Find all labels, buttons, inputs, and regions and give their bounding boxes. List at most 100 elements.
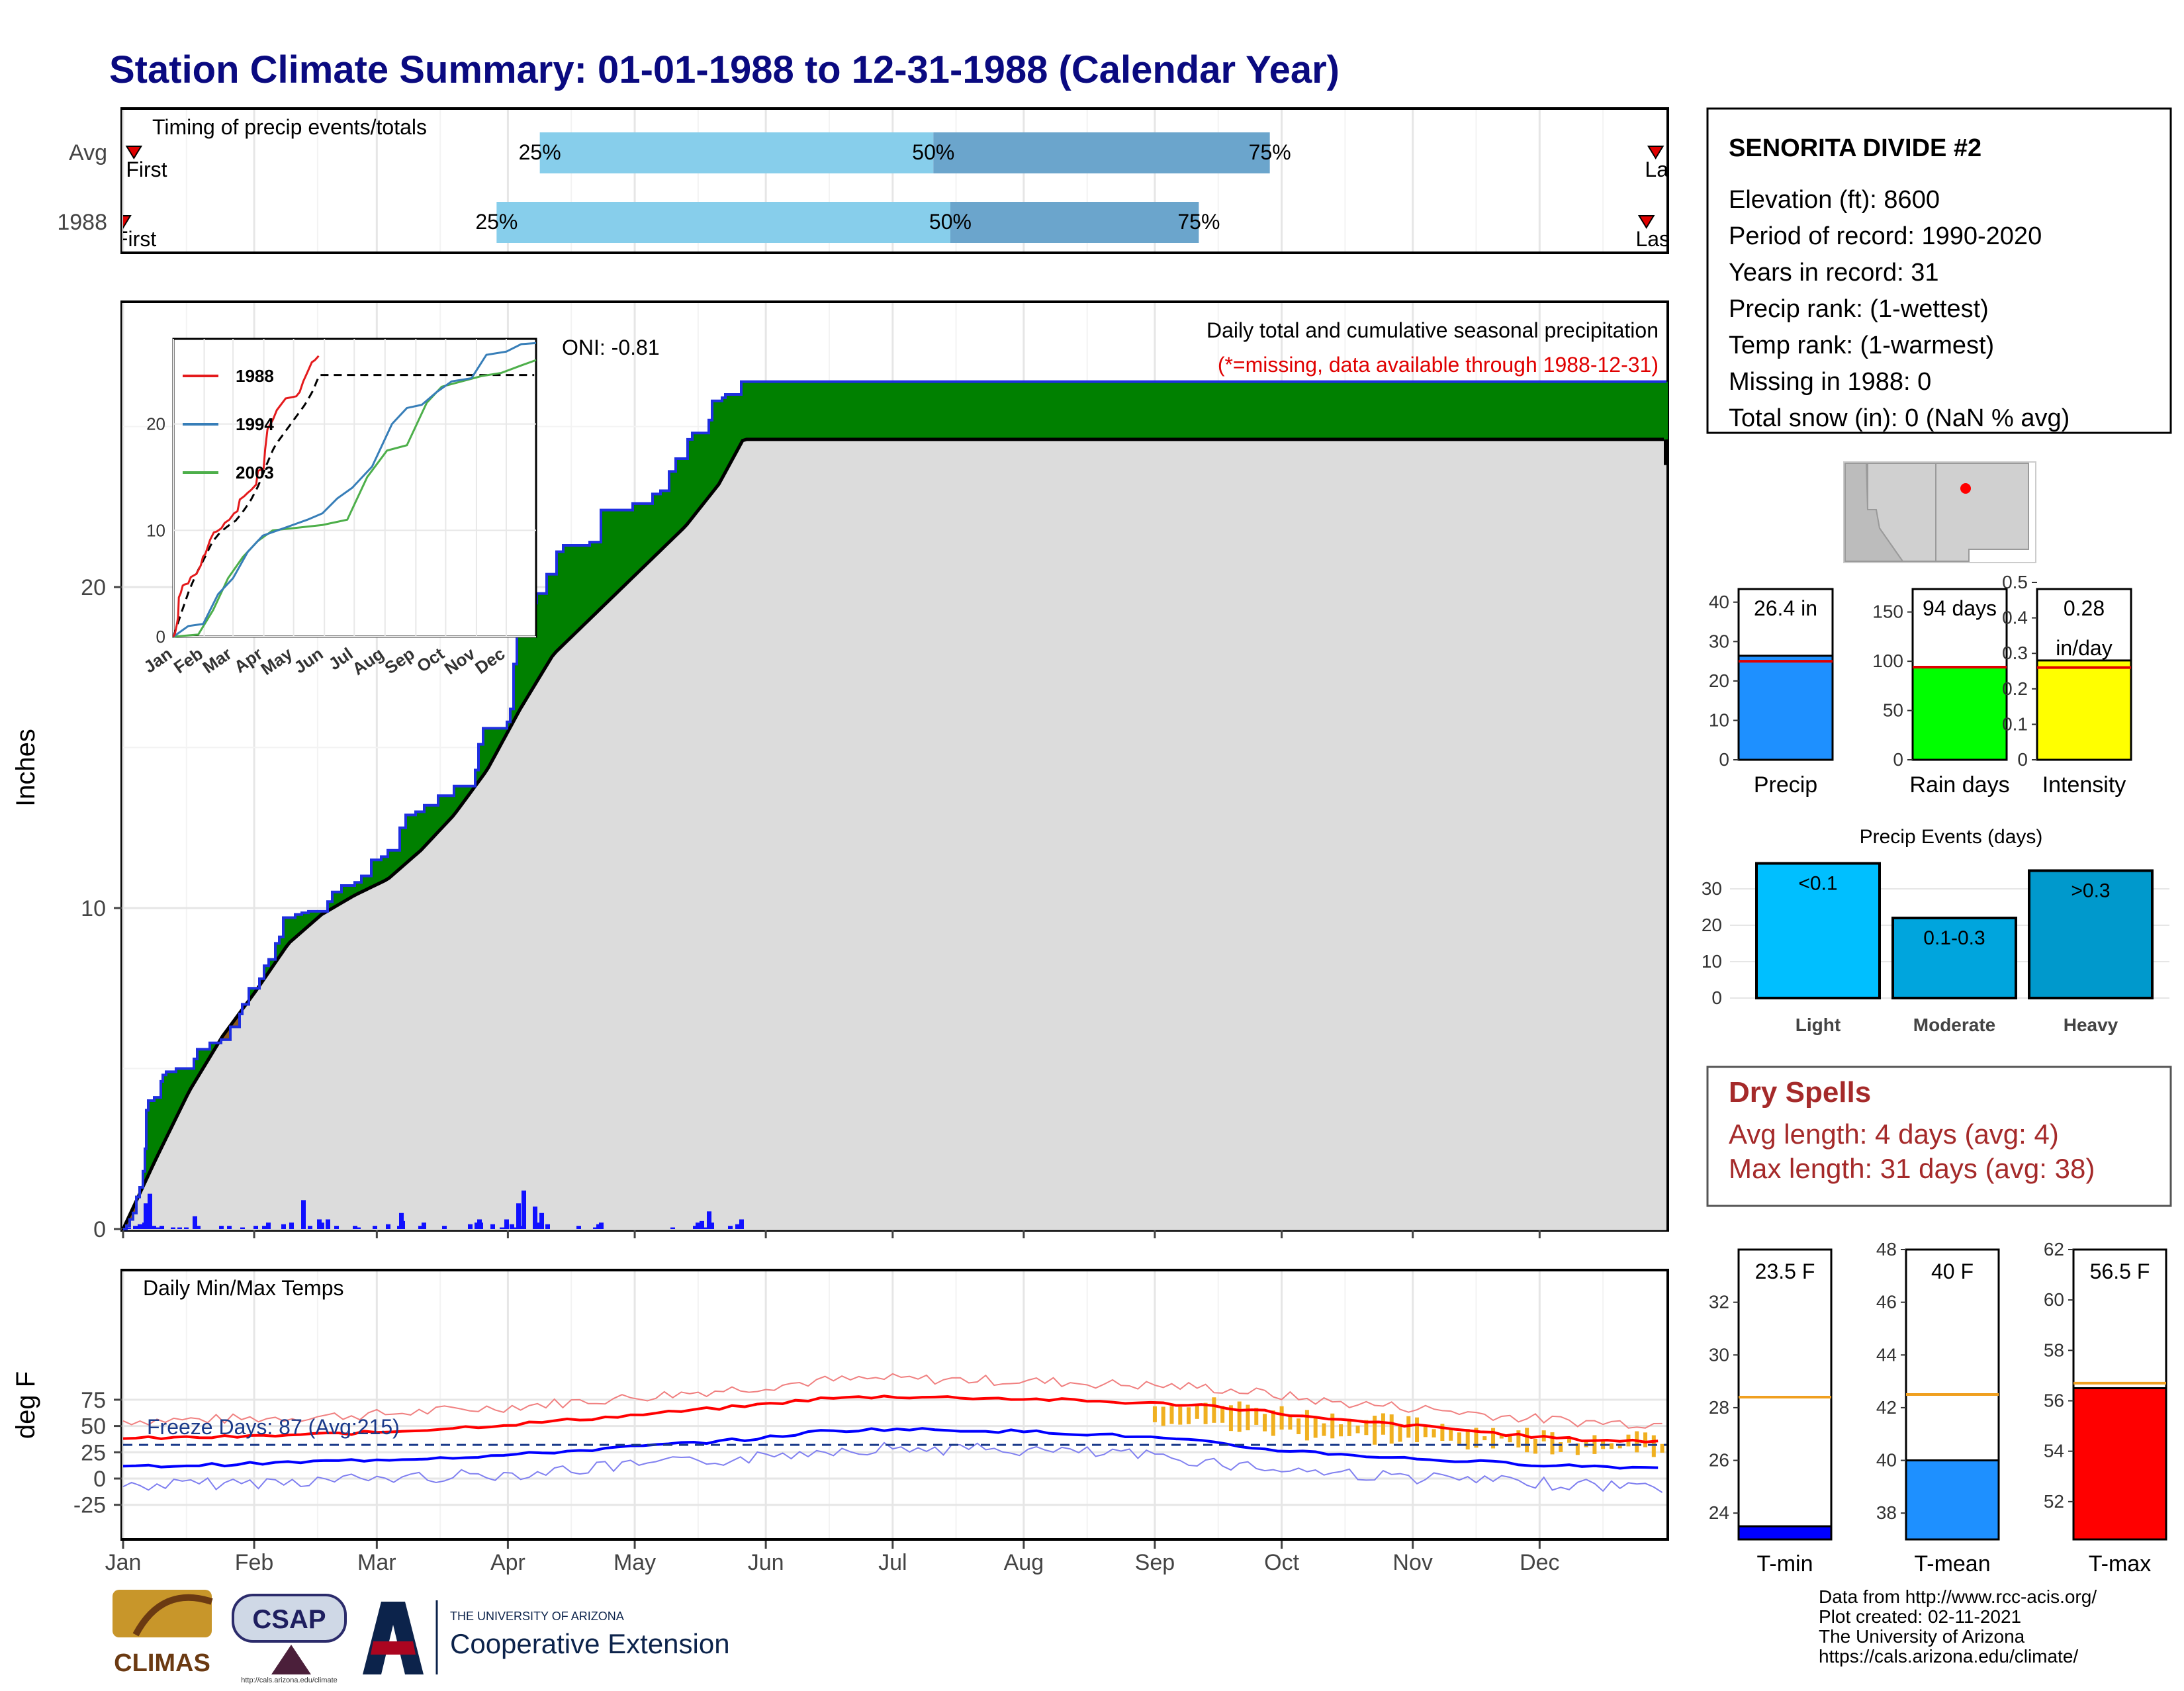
- timing-row-avg-label: Avg: [69, 140, 107, 165]
- footer-line: Data from http://www.rcc-acis.org/: [1819, 1586, 2097, 1607]
- dry-spells-avg: Avg length: 4 days (avg: 4): [1729, 1119, 2059, 1150]
- daily-temp-range-bar: [1161, 1406, 1165, 1426]
- minibar-tick-label: 50: [1883, 700, 1903, 721]
- daily-temp-range-bar: [1575, 1443, 1580, 1455]
- daily-precip-bar: [593, 1227, 598, 1229]
- inset-series-1988: [172, 355, 320, 637]
- minibar-tick-label: 30: [1709, 631, 1729, 651]
- tbar-tick-label: 60: [2044, 1289, 2064, 1310]
- daily-temp-range-bar: [1152, 1406, 1157, 1422]
- precip-y-tick-label: 0: [93, 1217, 106, 1242]
- minibar-value-label: 94 days: [1923, 596, 1997, 620]
- daily-precip-bar: [326, 1219, 330, 1229]
- locator-map: [1843, 461, 2036, 563]
- events-bar-Light: [1755, 862, 1881, 999]
- events-tick-label: 10: [1702, 951, 1722, 972]
- daily-precip-bar: [301, 1200, 306, 1229]
- timing-pct-label: 75%: [1177, 210, 1220, 234]
- daily-temp-range-bar: [1617, 1444, 1622, 1449]
- daily-precip-bar: [373, 1226, 377, 1229]
- tbar-tick-label: 52: [2044, 1491, 2064, 1512]
- oni-label: ONI: -0.81: [562, 336, 660, 359]
- cumulative-1988-line: [123, 380, 1666, 1230]
- daily-precip-bar: [159, 1226, 164, 1229]
- record-max-line: [122, 1373, 1662, 1429]
- temp-title: Daily Min/Max Temps: [143, 1276, 343, 1300]
- tbar-value-label: 23.5 F: [1755, 1259, 1815, 1283]
- inset-y-tick-label: 20: [146, 414, 165, 434]
- tbar-tick-label: 24: [1709, 1502, 1729, 1523]
- minibar-value-Precip: [1737, 655, 1834, 761]
- footer-line: https://cals.arizona.edu/climate/: [1819, 1646, 2078, 1667]
- minibar-tick-label: 0.1: [2002, 713, 2028, 734]
- inset-y-tick-label: 0: [156, 627, 165, 647]
- last-event-label: Last: [1635, 227, 1676, 251]
- minibar-tick-label: 0.3: [2002, 643, 2028, 663]
- daily-precip-bar: [193, 1216, 197, 1229]
- inset-series-2003: [173, 359, 537, 638]
- timing-bar-q25-50-Avg: [539, 132, 934, 173]
- tbar-tick-label: 32: [1709, 1292, 1729, 1312]
- daily-precip-bar: [240, 1227, 245, 1229]
- daily-temp-range-bar: [1364, 1420, 1369, 1436]
- station-info-line: Period of record: 1990-2020: [1729, 222, 2042, 250]
- daily-temp-range-bar: [1187, 1407, 1191, 1424]
- ua-logo-line1: THE UNIVERSITY OF ARIZONA: [450, 1610, 624, 1623]
- month-label: Aug: [1004, 1550, 1044, 1575]
- daily-precip-bar: [138, 1224, 142, 1229]
- daily-precip-bar: [320, 1222, 324, 1229]
- daily-precip-bar: [227, 1226, 232, 1229]
- daily-precip-bar: [516, 1203, 521, 1229]
- daily-precip-bar: [728, 1226, 733, 1229]
- daily-temp-range-bar: [1169, 1406, 1174, 1424]
- temp-y-tick-label: 0: [93, 1467, 106, 1492]
- daily-precip-bar: [152, 1226, 156, 1229]
- events-category-label: Heavy: [2064, 1015, 2118, 1035]
- events-tick-label: 20: [1702, 915, 1722, 935]
- minibar-tick-label: 100: [1872, 651, 1903, 671]
- tbar-tick-label: 56: [2044, 1391, 2064, 1411]
- daily-precip-bar: [289, 1222, 294, 1229]
- daily-temp-range-bar: [1465, 1429, 1470, 1450]
- station-info-line: Elevation (ft): 8600: [1729, 186, 1940, 214]
- daily-temp-range-bar: [1432, 1429, 1436, 1438]
- precip-y-tick-label: 20: [81, 575, 106, 600]
- minibar-tick-label: 10: [1709, 709, 1729, 730]
- daily-temp-range-bar: [1271, 1410, 1275, 1436]
- footer-line: The University of Arizona: [1819, 1626, 2025, 1647]
- timing-pct-label: 25%: [519, 140, 561, 164]
- minibar-value-label: 0.28: [2064, 596, 2105, 620]
- minibar-value-Rain days: [1911, 666, 2008, 761]
- daily-precip-bar: [442, 1226, 447, 1229]
- daily-temp-range-bar: [1525, 1428, 1529, 1453]
- events-bar-Moderate: [1891, 917, 2017, 999]
- inset-y-tick-label: 10: [146, 520, 165, 540]
- tbar-tick-label: 44: [1876, 1344, 1897, 1365]
- station-info-line: Total snow (in): 0 (NaN % avg): [1729, 404, 2070, 432]
- month-label: Oct: [1264, 1550, 1299, 1575]
- daily-precip-bar: [539, 1212, 544, 1229]
- daily-temp-range-bar: [1609, 1443, 1614, 1449]
- daily-temp-range-bar: [1373, 1416, 1377, 1445]
- minibar-tick-label: 40: [1709, 592, 1729, 612]
- month-label: May: [614, 1550, 656, 1575]
- events-bar-Heavy: [2028, 869, 2154, 999]
- station-info-line: Years in record: 31: [1729, 259, 1939, 287]
- daily-precip-bar: [400, 1220, 405, 1229]
- tbar-tick-label: 28: [1709, 1397, 1729, 1418]
- timing-pct-label: 50%: [929, 210, 972, 234]
- daily-temp-range-bar: [1482, 1436, 1487, 1441]
- daily-temp-range-bar: [1499, 1434, 1504, 1439]
- tbar-tick-label: 42: [1876, 1397, 1897, 1418]
- timing-title: Timing of precip events/totals: [152, 115, 427, 139]
- tbar-tick-label: 40: [1876, 1450, 1897, 1471]
- tbar-value-T-max: [2072, 1387, 2167, 1541]
- station-info-line: Missing in 1988: 0: [1729, 368, 1931, 396]
- last-event-marker: [1637, 215, 1655, 229]
- daily-precip-bar: [281, 1224, 286, 1229]
- tbar-tick-label: 48: [1876, 1239, 1897, 1259]
- minibar-value-label-unit: in/day: [2056, 636, 2112, 660]
- minibar-category-label: Intensity: [2042, 772, 2126, 798]
- tbar-tick-label: 38: [1876, 1502, 1897, 1523]
